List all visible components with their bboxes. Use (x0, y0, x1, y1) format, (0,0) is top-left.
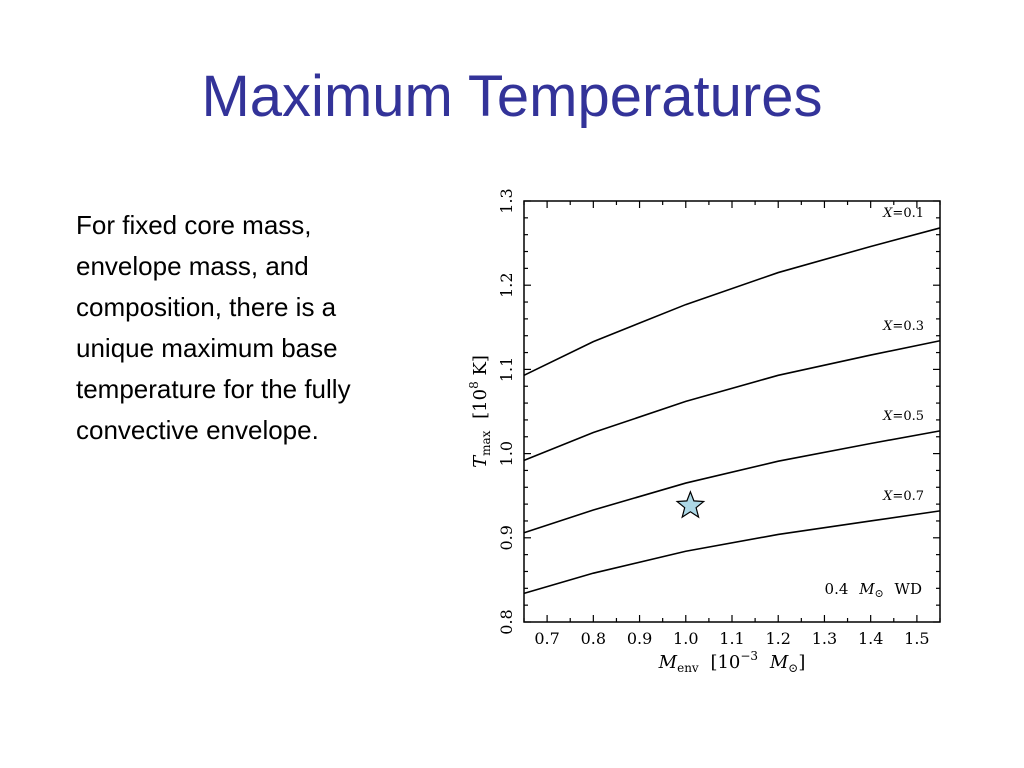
annotation-text: WD (895, 580, 922, 598)
y-tick-label: 1.2 (497, 272, 516, 297)
chart-series-lines (523, 227, 941, 595)
x-tick-label: 1.4 (858, 629, 883, 648)
x-tick-label: 1.5 (904, 629, 929, 648)
series-label: X=0.3 (882, 319, 924, 334)
x-tick-label: 1.0 (673, 629, 698, 648)
y-tick-label: 1.1 (497, 357, 516, 382)
series-label-value: =0.5 (892, 409, 924, 424)
y-tick-label: 0.9 (497, 525, 516, 550)
series-label-symbol: X (882, 489, 893, 504)
chart-ticks (523, 200, 941, 623)
x-axis-unit-mass-sub: ⊙ (788, 661, 798, 675)
star-icon (675, 490, 706, 519)
y-tick-label: 0.8 (497, 609, 516, 634)
x-axis-unit-mass: M (769, 652, 789, 673)
series-label-value: =0.3 (892, 319, 924, 334)
chart-tick-labels: 0.7 0.8 0.9 1.0 1.1 1.2 1.3 1.4 1.5 0.8 0.9 1.0 1.1 1… (497, 188, 930, 648)
series-line (523, 430, 941, 534)
body-line: For fixed core mass, (76, 210, 312, 240)
series-line (523, 227, 941, 377)
star-marker (675, 490, 706, 519)
x-axis-unit-close: ] (798, 652, 805, 673)
y-tick-label: 1.3 (497, 188, 516, 213)
x-tick-label: 0.7 (534, 629, 559, 648)
body-line: convective envelope. (76, 415, 319, 445)
series-label-symbol: X (882, 206, 893, 221)
slide-title: Maximum Temperatures (201, 64, 823, 129)
annotation-symbol: M (858, 580, 875, 598)
body-line: temperature for the fully (76, 374, 351, 404)
body-line: envelope mass, and (76, 251, 309, 281)
series-label: X=0.5 (882, 409, 924, 424)
slide-body-text: For fixed core mass, envelope mass, and … (76, 205, 456, 451)
y-axis-unit-exp: 8 (467, 381, 481, 389)
x-axis-unit-open: [10 (710, 652, 740, 673)
annotation-value: 0.4 (825, 580, 849, 598)
x-axis-label: Menv [10−3 M⊙] (658, 644, 806, 677)
series-label: X=0.1 (882, 206, 924, 221)
series-label-value: =0.1 (892, 206, 924, 221)
series-label-value: =0.7 (892, 489, 924, 504)
x-tick-label: 1.3 (812, 629, 837, 648)
y-axis-symbol: T (470, 454, 491, 468)
wd-mass-annotation: 0.4 M⊙ WD (825, 580, 922, 601)
series-line (523, 510, 941, 595)
series-label: X=0.7 (882, 489, 924, 504)
series-label-symbol: X (882, 409, 893, 424)
x-tick-label: 0.8 (581, 629, 606, 648)
plot-frame (523, 200, 941, 623)
annotation-symbol-sub: ⊙ (875, 587, 884, 600)
body-line: unique maximum base (76, 333, 338, 363)
x-axis-subscript: env (677, 661, 699, 675)
y-axis-subscript: max (479, 430, 493, 456)
y-axis-unit-open: [10 (470, 389, 491, 419)
x-tick-label: 1.2 (765, 629, 790, 648)
chart-series-labels: X=0.1X=0.3X=0.5X=0.7 (882, 206, 924, 504)
y-axis-label: Tmax [108 K] (467, 355, 495, 468)
series-line (523, 339, 941, 462)
y-tick-label: 1.0 (497, 441, 516, 466)
x-axis-symbol: M (658, 652, 678, 673)
body-line: composition, there is a (76, 292, 337, 322)
x-tick-label: 1.1 (719, 629, 744, 648)
x-axis-unit-exp: −3 (740, 649, 758, 663)
y-axis-unit-close: K] (470, 355, 491, 381)
series-label-symbol: X (882, 319, 893, 334)
x-tick-label: 0.9 (627, 629, 652, 648)
